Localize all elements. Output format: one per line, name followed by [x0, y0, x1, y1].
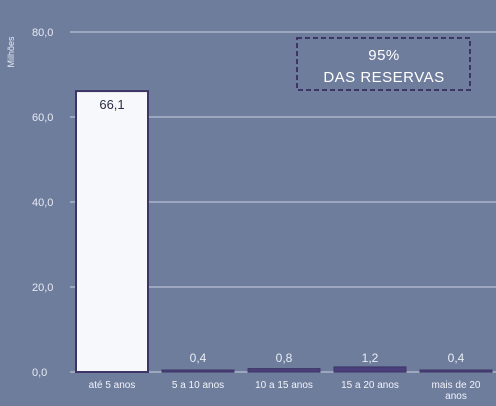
bar: [75, 90, 149, 373]
category-label: 5 a 10 anos: [172, 380, 224, 391]
annotation-border: [296, 37, 471, 91]
value-label: 1,2: [362, 351, 379, 365]
category-label: até 5 anos: [89, 380, 136, 391]
value-label: 0,4: [190, 351, 207, 365]
bar: [247, 368, 321, 373]
bar: [161, 369, 235, 373]
y-axis-label: Milhões: [6, 36, 16, 68]
y-axis-ticks: 0,0 20,0 40,0 60,0 80,0: [32, 27, 53, 379]
annotation-percent: 95%: [368, 47, 400, 64]
y-tick-label: 80,0: [32, 27, 53, 39]
category-label: mais de 20 anos: [432, 380, 481, 402]
value-label: 0,8: [276, 351, 293, 365]
y-tick-label: 20,0: [32, 282, 53, 294]
bar: [333, 366, 407, 373]
value-label: 0,4: [448, 351, 465, 365]
annotation-box: 95% DAS RESERVAS: [296, 37, 471, 91]
annotation-text: DAS RESERVAS: [323, 69, 444, 86]
value-label: 66,1: [99, 97, 124, 112]
bars: [75, 90, 493, 373]
value-labels: 66,1 0,4 0,8 1,2 0,4: [99, 97, 464, 365]
bar: [419, 369, 493, 373]
y-tick-label: 40,0: [32, 197, 53, 209]
category-label: 10 a 15 anos: [255, 380, 313, 391]
category-labels: até 5 anos 5 a 10 anos 10 a 15 anos 15 a 20…: [89, 380, 481, 402]
category-label: 15 a 20 anos: [341, 380, 399, 391]
y-tick-label: 0,0: [32, 367, 47, 379]
y-tick-label: 60,0: [32, 112, 53, 124]
